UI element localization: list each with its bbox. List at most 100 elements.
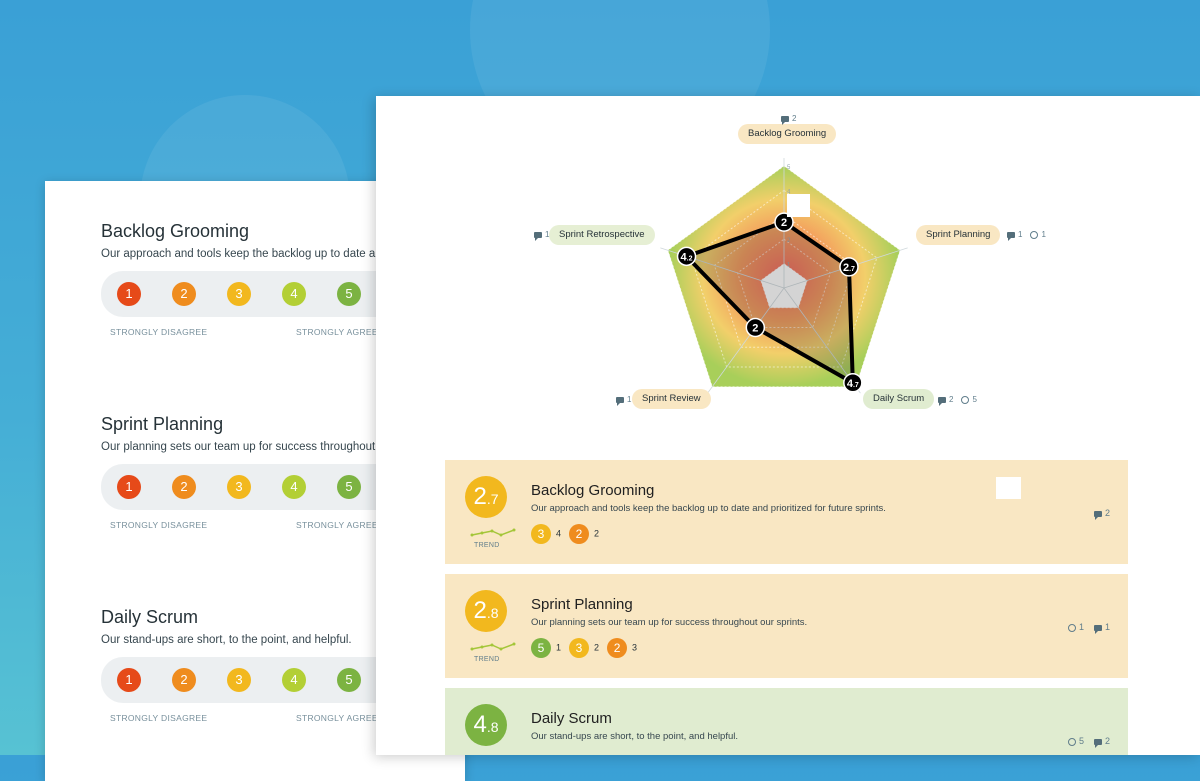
radar-point-label: 4.2 xyxy=(681,251,693,263)
check-circle-icon xyxy=(961,395,970,404)
vote-value-chip: 2 xyxy=(569,524,590,544)
vote-count: 3 xyxy=(632,642,638,653)
radar-axis-label[interactable]: Sprint Retrospective xyxy=(549,225,655,245)
radar-axis-label[interactable]: Backlog Grooming xyxy=(738,124,837,144)
rating-option-5[interactable]: 5 xyxy=(337,475,361,499)
radar-point[interactable]: 2 xyxy=(745,317,766,338)
result-description: Our planning sets our team up for succes… xyxy=(531,617,808,628)
rating-option-2[interactable]: 2 xyxy=(172,668,196,692)
scale-high-label: STRONGLY AGREE xyxy=(296,327,378,337)
comments-button[interactable]: 1 xyxy=(1093,622,1110,634)
score-decimal: .8 xyxy=(486,605,499,621)
redaction-box xyxy=(787,194,810,217)
comment-count: 2 xyxy=(949,395,954,404)
comment-icon xyxy=(938,396,946,406)
completed-count: 1 xyxy=(1078,622,1084,632)
rating-option-2[interactable]: 2 xyxy=(172,282,196,306)
radar-grid-ring xyxy=(667,165,901,388)
radar-axis-meta: 1 xyxy=(616,395,631,406)
comment-count: 1 xyxy=(545,230,550,239)
result-title: Sprint Planning xyxy=(531,596,633,613)
vote-count: 2 xyxy=(594,642,600,653)
scale-high-label: STRONGLY AGREE xyxy=(296,520,378,530)
radar-point-label: 2 xyxy=(781,217,787,229)
question-description: Our planning sets our team up for succes… xyxy=(101,441,385,453)
scale-low-label: STRONGLY DISAGREE xyxy=(110,520,208,530)
radar-chart: 1234522.74.724.2 Backlog Grooming2Sprint… xyxy=(376,96,1200,426)
comment-icon xyxy=(1093,624,1102,634)
trend-label: TREND xyxy=(474,656,500,663)
scale-high-label: STRONGLY AGREE xyxy=(296,713,378,723)
vote-value-chip: 3 xyxy=(531,524,551,544)
rating-option-1[interactable]: 1 xyxy=(117,475,141,499)
check-circle-icon xyxy=(1067,623,1076,632)
radar-point[interactable]: 2.7 xyxy=(839,257,859,277)
radar-axis-label[interactable]: Sprint Planning xyxy=(916,225,1001,245)
result-row[interactable]: 4.8 Daily Scrum Our stand-ups are short, t… xyxy=(445,688,1128,755)
question-description: Our stand-ups are short, to the point, a… xyxy=(101,634,352,646)
check-circle-icon xyxy=(1030,230,1039,239)
rating-option-1[interactable]: 1 xyxy=(117,668,141,692)
rating-option-2[interactable]: 2 xyxy=(172,475,196,499)
result-title: Backlog Grooming xyxy=(531,482,655,499)
vote-value-chip: 3 xyxy=(569,638,590,658)
redaction-box xyxy=(996,477,1021,499)
comment-icon xyxy=(781,115,789,125)
comment-icon xyxy=(616,396,624,406)
trend-sparkline[interactable] xyxy=(470,640,516,654)
trend-sparkline[interactable] xyxy=(470,526,516,540)
completed-count: 1 xyxy=(1041,230,1046,239)
survey-question: Backlog Grooming Our approach and tools k… xyxy=(101,221,465,260)
radar-point[interactable]: 4.7 xyxy=(843,373,863,393)
rating-option-3[interactable]: 3 xyxy=(227,282,251,306)
radar-axis-label[interactable]: Daily Scrum xyxy=(863,389,935,409)
radar-series xyxy=(684,220,855,385)
survey-question: Daily Scrum Our stand-ups are short, to t… xyxy=(101,607,465,646)
completed-count: 5 xyxy=(972,395,977,404)
comment-icon xyxy=(1007,231,1015,241)
question-title: Sprint Planning xyxy=(101,414,224,434)
result-row[interactable]: 2.7 TREND Backlog Grooming Our approach and… xyxy=(445,460,1128,564)
radar-point-label: 4.7 xyxy=(847,378,859,390)
radar-point[interactable]: 2 xyxy=(774,212,794,232)
rating-option-4[interactable]: 4 xyxy=(282,668,306,692)
rating-option-1[interactable]: 1 xyxy=(117,282,141,306)
rating-option-4[interactable]: 4 xyxy=(282,475,306,499)
score-badge: 2.8 xyxy=(465,590,507,632)
rating-option-3[interactable]: 3 xyxy=(227,475,251,499)
score-badge: 2.7 xyxy=(465,476,507,518)
rating-option-3[interactable]: 3 xyxy=(227,668,251,692)
score-value: 2 xyxy=(473,597,487,624)
question-title: Daily Scrum xyxy=(101,607,199,627)
scale-low-label: STRONGLY DISAGREE xyxy=(110,327,208,337)
question-description: Our approach and tools keep the backlog … xyxy=(101,248,389,260)
comments-button[interactable]: 2 xyxy=(1093,508,1110,520)
radar-axis-label[interactable]: Sprint Review xyxy=(632,389,711,409)
vote-value-chip: 2 xyxy=(607,638,628,658)
vote-value-chip: 5 xyxy=(531,638,551,658)
vote-count: 1 xyxy=(556,642,562,653)
rating-option-4[interactable]: 4 xyxy=(282,282,306,306)
score-decimal: .8 xyxy=(486,719,499,735)
result-meta: 2 xyxy=(1084,508,1110,520)
check-circle-icon xyxy=(1067,737,1076,746)
radar-point-label: 2 xyxy=(752,322,758,334)
rating-option-5[interactable]: 5 xyxy=(337,282,361,306)
comments-button[interactable]: 2 xyxy=(1093,736,1110,748)
radar-point[interactable]: 4.2 xyxy=(676,246,697,267)
results-card: 1 2 34 5 2 2.7 4.7 2 4.2 Backlog Grooming 2 Sprint… xyxy=(376,96,1200,755)
result-row[interactable]: 2.8 TREND Sprint Planning Our planning sets… xyxy=(445,574,1128,678)
radar-point-label: 2.7 xyxy=(843,262,855,274)
radar-axis-meta: 1 xyxy=(534,230,550,241)
trend-label: TREND xyxy=(474,542,500,549)
comment-count: 2 xyxy=(1104,508,1110,518)
rating-option-5[interactable]: 5 xyxy=(337,668,361,692)
scale-low-label: STRONGLY DISAGREE xyxy=(110,713,208,723)
